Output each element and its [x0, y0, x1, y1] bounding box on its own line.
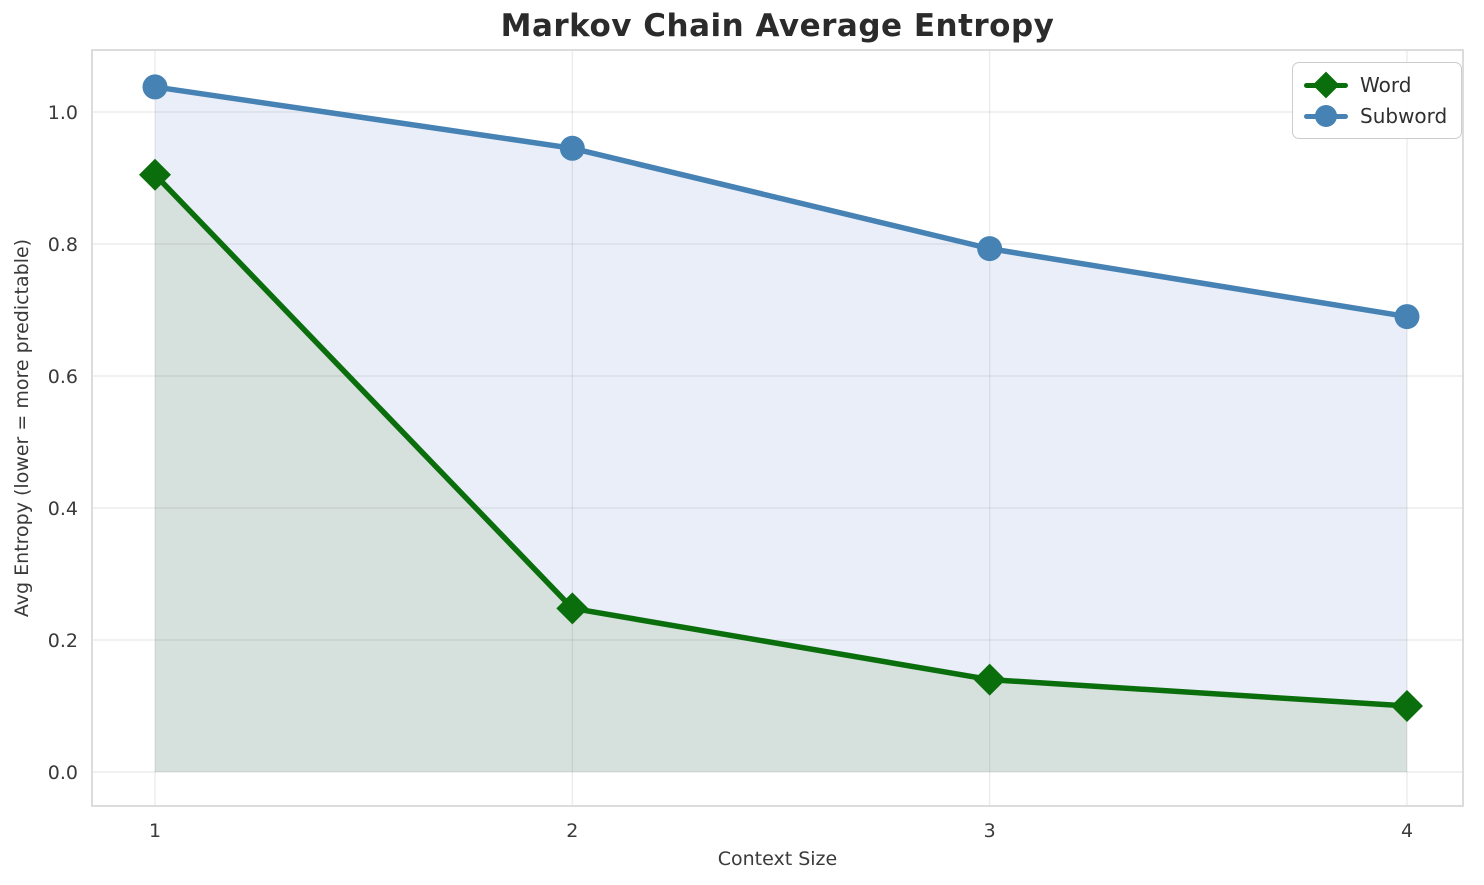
chart-title: Markov Chain Average Entropy [500, 8, 1055, 44]
subword-marker [977, 236, 1003, 262]
word-marker [556, 592, 589, 625]
x-axis-label: Context Size [717, 848, 838, 870]
word-line [152, 171, 1410, 709]
legend-item-subword: Subword [1304, 102, 1447, 130]
x-tick-label: 2 [566, 820, 578, 842]
x-tick-label: 1 [149, 820, 161, 842]
y-tick-label: 0.0 [48, 762, 78, 784]
y-tick-label: 0.4 [48, 498, 78, 520]
circle-icon [1315, 105, 1337, 127]
subword-line [152, 84, 1410, 320]
legend-label-subword: Subword [1360, 104, 1448, 128]
y-tick-label: 0.2 [48, 630, 78, 652]
diamond-icon [1312, 71, 1340, 99]
word-marker [139, 158, 171, 191]
subword-marker [142, 74, 168, 100]
legend-label-word: Word [1360, 73, 1412, 97]
word-marker [973, 663, 1006, 696]
word-diamond-marker-icon [1304, 71, 1348, 99]
word-marker [1390, 690, 1423, 722]
y-tick-label: 1.0 [48, 102, 78, 124]
x-tick-label: 3 [984, 820, 996, 842]
legend-item-word: Word [1304, 71, 1447, 99]
subword-circle-marker-icon [1304, 102, 1348, 130]
y-tick-label: 0.8 [48, 234, 78, 256]
y-tick-label: 0.6 [48, 366, 78, 388]
axes-spines [91, 49, 1464, 807]
subword-marker [1394, 304, 1420, 330]
word-area-fill [155, 174, 1407, 772]
legend: Word Subword [1292, 62, 1463, 139]
x-tick-label: 4 [1401, 820, 1413, 842]
y-axis-label: Avg Entropy (lower = more predictable) [11, 238, 33, 618]
subword-marker [559, 135, 585, 161]
